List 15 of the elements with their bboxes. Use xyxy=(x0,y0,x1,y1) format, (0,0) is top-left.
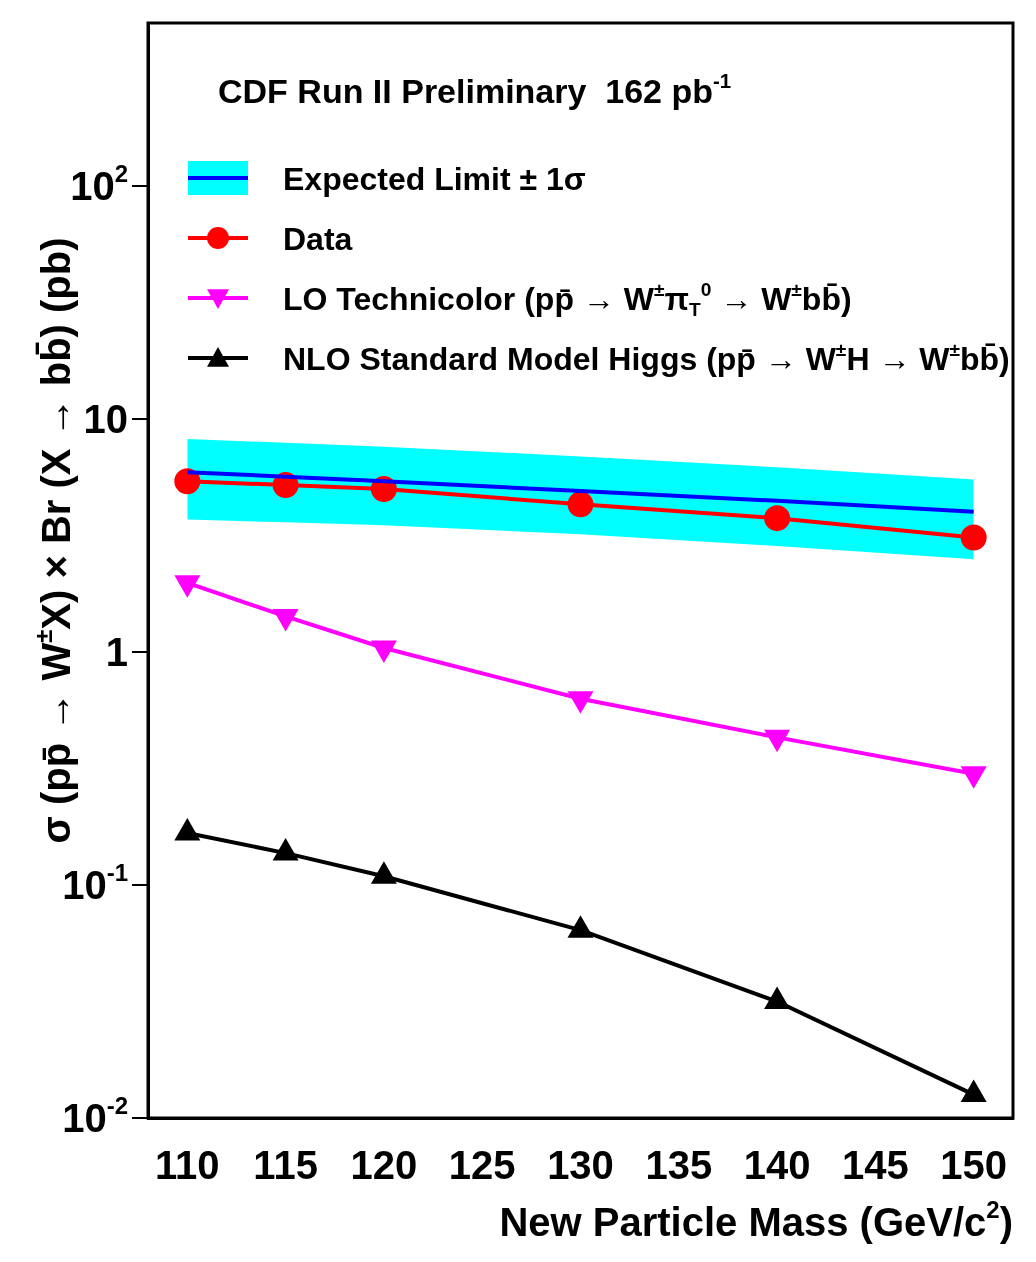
x-tick-label: 115 xyxy=(253,1143,318,1188)
legend-label: Data xyxy=(283,221,353,257)
x-tick-label: 120 xyxy=(350,1143,418,1188)
x-tick-label: 135 xyxy=(645,1143,713,1188)
x-tick-label: 145 xyxy=(842,1143,909,1188)
x-tick-label: 130 xyxy=(547,1143,614,1188)
legend-label: NLO Standard Model Higgs (pp̄ → W±H → W±bb̄) xyxy=(283,338,1010,377)
y-tick-label: 10 xyxy=(83,396,129,441)
legend-label: Expected Limit ± 1σ xyxy=(283,161,586,197)
y-axis-title: σ (pp̄ → W±X) × Br (X → bb̄) (pb) xyxy=(30,237,78,844)
y-tick-label: 1 xyxy=(105,629,128,674)
x-tick-label: 150 xyxy=(940,1143,1008,1188)
x-tick-label: 110 xyxy=(155,1143,220,1188)
x-tick-label: 125 xyxy=(448,1143,516,1188)
x-tick-label: 140 xyxy=(743,1143,811,1188)
